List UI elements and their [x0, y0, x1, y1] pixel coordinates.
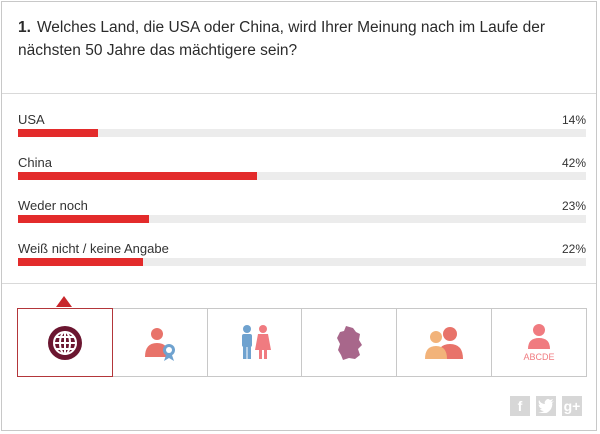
answer-dont-know: Weiß nicht / keine Angabe 22% — [18, 238, 586, 281]
filter-tab-age[interactable] — [396, 308, 493, 377]
answer-percent: 22% — [561, 242, 586, 256]
divider — [2, 93, 596, 94]
answer-label: China — [18, 155, 52, 170]
filter-tab-education[interactable]: ABCDE — [491, 308, 587, 377]
divider — [2, 283, 596, 284]
facebook-icon[interactable]: f — [510, 396, 530, 416]
filter-tab-region[interactable] — [301, 308, 398, 377]
education-icon-text: ABCDE — [524, 352, 555, 362]
question-label: Welches Land, die USA oder China, wird I… — [18, 19, 545, 59]
answer-bar-track — [18, 172, 586, 180]
answer-bar-fill — [18, 129, 98, 137]
answer-percent: 42% — [561, 156, 586, 170]
answer-bar-track — [18, 129, 586, 137]
active-filter-pointer — [56, 296, 72, 307]
filter-tabs: ABCDE — [17, 308, 587, 377]
answer-bar-track — [18, 258, 586, 266]
filter-tab-gender[interactable] — [206, 308, 303, 377]
globe-icon — [47, 325, 82, 360]
twitter-icon[interactable] — [536, 396, 556, 416]
google-plus-icon[interactable]: g+ — [562, 396, 582, 416]
answer-list: USA 14% China 42% Weder noch 23% Weiß ni… — [18, 109, 586, 281]
answer-bar-fill — [18, 172, 257, 180]
answer-percent: 14% — [561, 113, 586, 127]
answer-percent: 23% — [561, 199, 586, 213]
answer-bar-track — [18, 215, 586, 223]
answer-usa: USA 14% — [18, 109, 586, 152]
education-icon: ABCDE — [524, 323, 555, 362]
germany-map-icon — [337, 325, 363, 360]
answer-label: Weder noch — [18, 198, 88, 213]
filter-tab-party[interactable] — [111, 308, 208, 377]
answer-neither: Weder noch 23% — [18, 195, 586, 238]
answer-label: USA — [18, 112, 45, 127]
age-group-icon — [425, 326, 464, 359]
answer-bar-fill — [18, 215, 149, 223]
answer-china: China 42% — [18, 152, 586, 195]
question-number: 1. — [18, 19, 31, 36]
filter-tab-all[interactable] — [17, 308, 113, 377]
social-share: f g+ — [510, 396, 582, 416]
question-text: 1. Welches Land, die USA oder China, wird… — [18, 16, 583, 62]
answer-label: Weiß nicht / keine Angabe — [18, 241, 169, 256]
gender-icon — [241, 324, 271, 359]
answer-bar-fill — [18, 258, 143, 266]
person-award-icon — [144, 327, 175, 361]
